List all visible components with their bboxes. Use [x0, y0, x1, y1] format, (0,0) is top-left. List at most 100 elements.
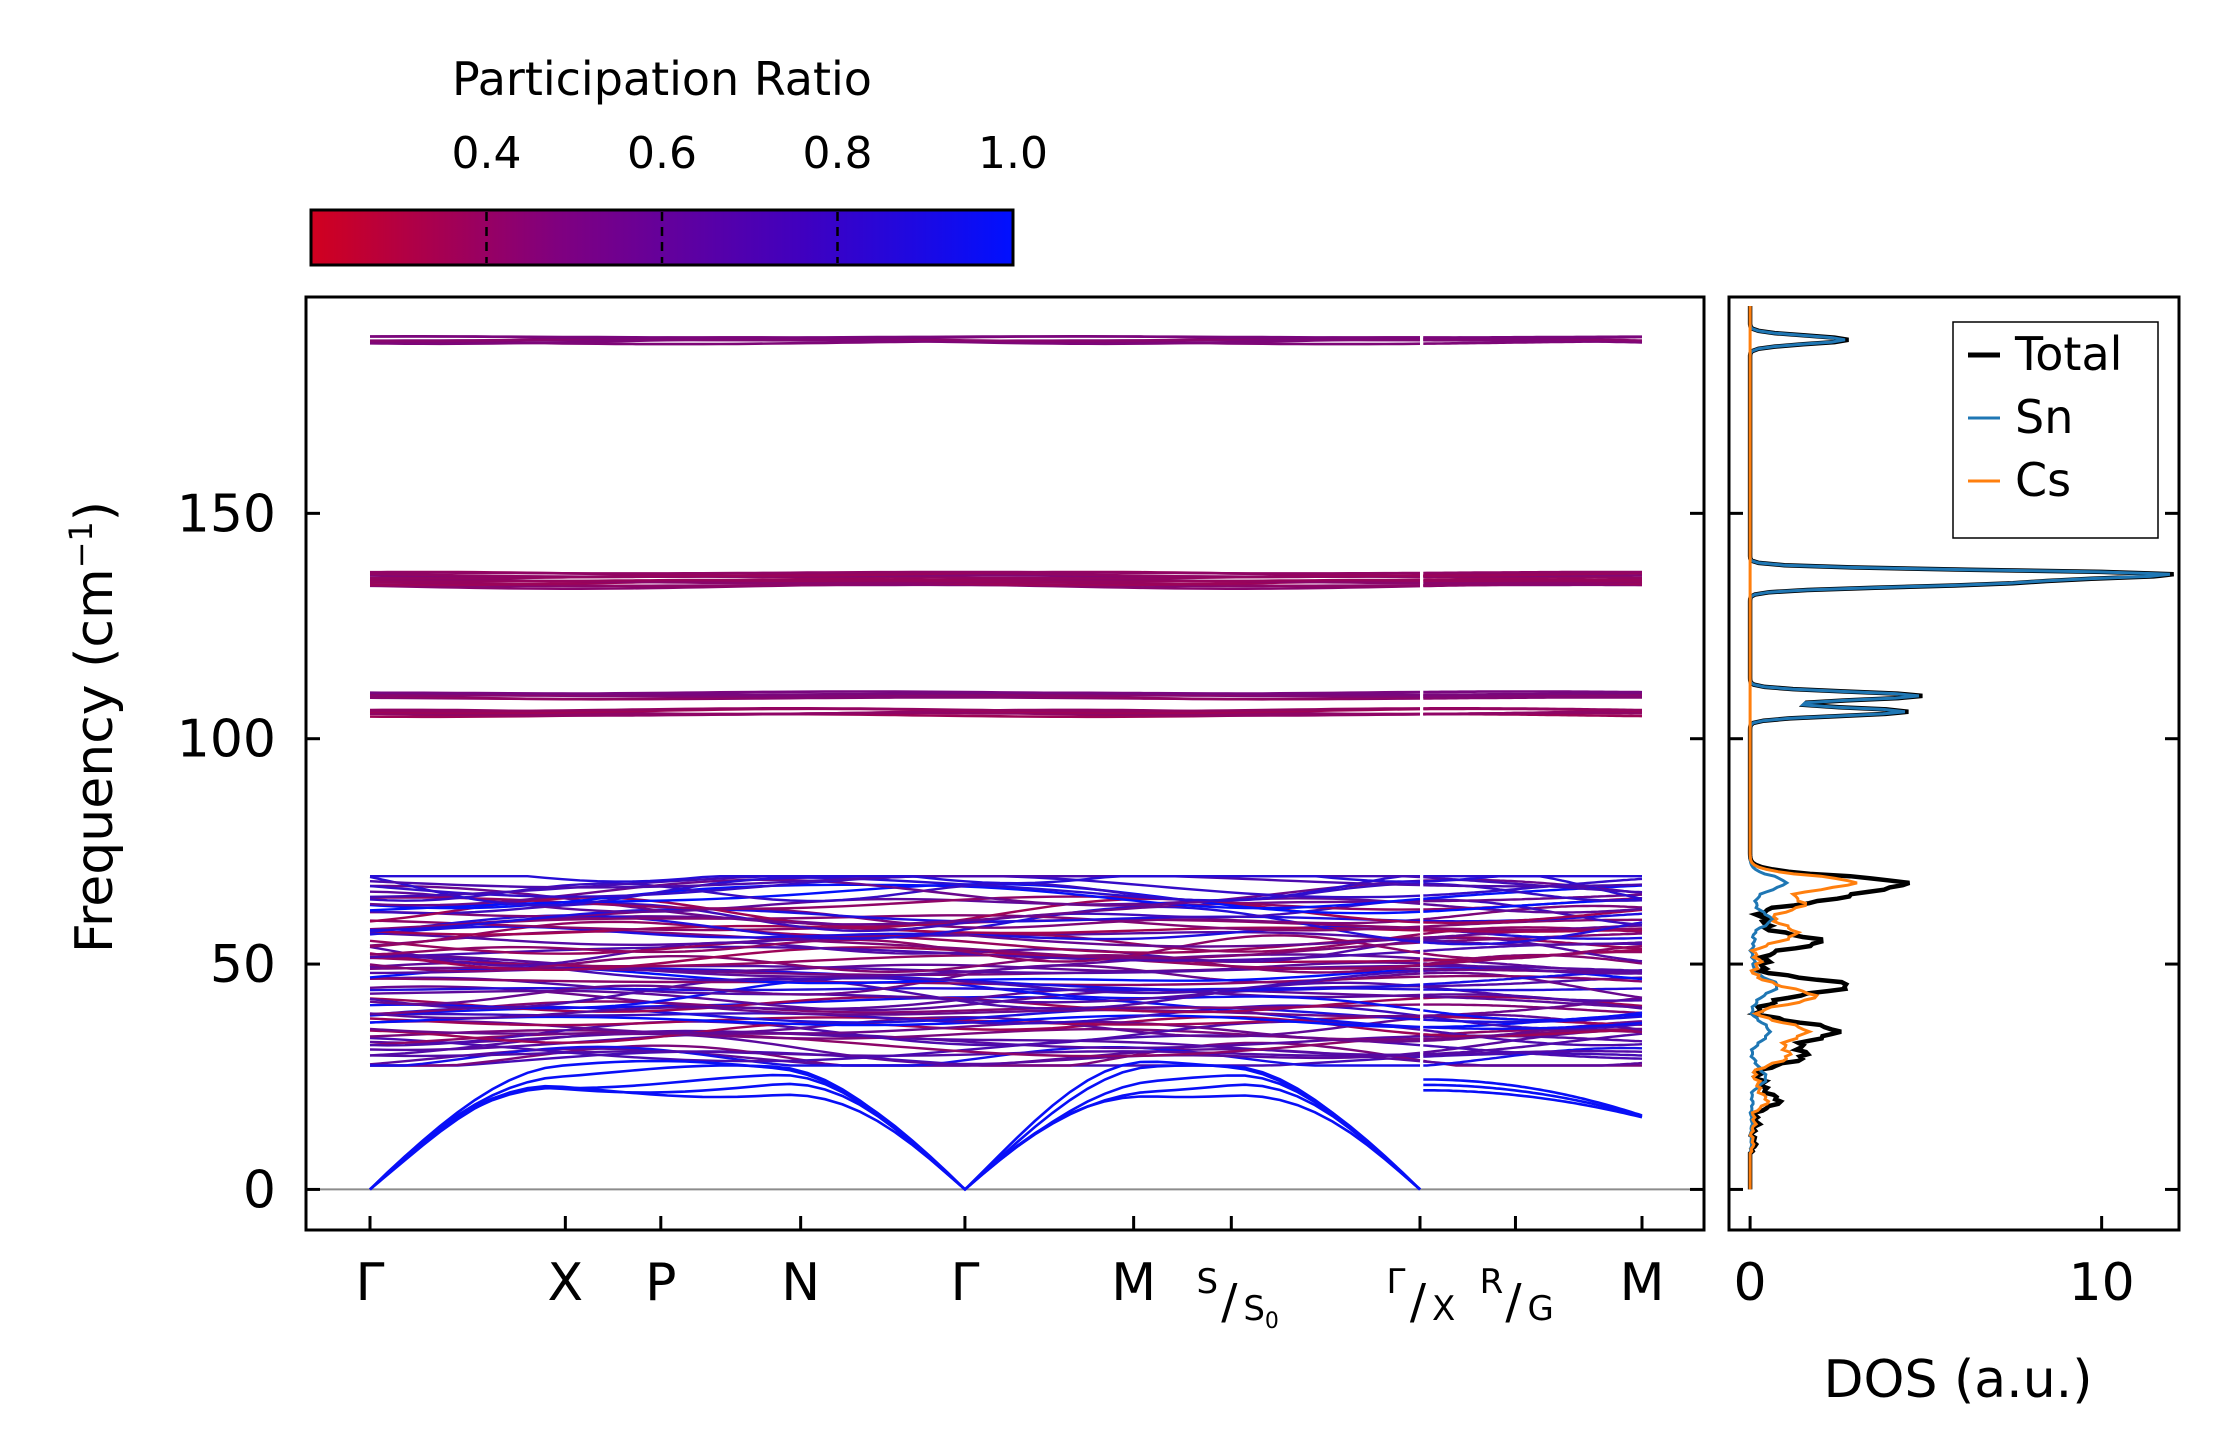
- band-line: [369, 945, 1421, 962]
- dispersion-frame: [304, 295, 1706, 1232]
- band-line: [369, 1014, 1421, 1029]
- band-line: [1423, 578, 1642, 583]
- dos-lines: [1746, 306, 2174, 1190]
- legend-label: Sn: [2015, 390, 2073, 444]
- band-line: [1423, 1060, 1643, 1067]
- dos-x-tick-label: 10: [2069, 1253, 2135, 1313]
- band-line: [1423, 877, 1643, 897]
- band-line: [1423, 691, 1642, 696]
- band-line: [369, 938, 1421, 967]
- band-line: [1423, 893, 1643, 903]
- band-line: [369, 934, 1421, 963]
- acoustic-branch: [369, 1059, 1421, 1192]
- colorbar-tick-label: 1.0: [978, 128, 1048, 179]
- k-point-label: R: [1480, 1262, 1504, 1302]
- y-tick-label: 50: [210, 935, 276, 995]
- band-line: [1423, 902, 1643, 914]
- y-tick-label: 0: [243, 1160, 276, 1220]
- k-point-label: Γ: [356, 1253, 385, 1313]
- k-point-slash: /: [1221, 1274, 1238, 1330]
- band-line: [1423, 987, 1642, 992]
- k-point-label: Γ: [1387, 1262, 1406, 1302]
- band-line: [1423, 921, 1643, 946]
- acoustic-branch: [369, 1084, 1421, 1192]
- k-point-label: X: [548, 1253, 584, 1313]
- band-line: [369, 1020, 1421, 1043]
- band-line: [1423, 1032, 1643, 1056]
- band-line: [369, 706, 1421, 713]
- colorbar-tick-label: 0.6: [627, 128, 697, 179]
- colorbar-ticks: 0.4 0.6 0.8 1.0: [452, 128, 1048, 263]
- band-line: [1423, 1049, 1643, 1057]
- band-line: [1423, 1015, 1643, 1024]
- band-line: [1423, 908, 1643, 924]
- band-line: [369, 896, 1421, 929]
- k-point-label: Γ: [950, 1253, 979, 1313]
- acoustic-branch: [1423, 1089, 1643, 1119]
- dos-panel: 0 10 DOS (a.u.) Total Sn Cs: [1727, 295, 2181, 1410]
- legend: Total Sn Cs: [1952, 321, 2159, 539]
- colorbar: Participation Ratio 0.4 0.6 0.8 1.0: [309, 52, 1048, 267]
- dos-series-cs: [1748, 306, 1858, 1190]
- k-point-sublabel: S0: [1243, 1289, 1279, 1334]
- colorbar-tick-label: 0.8: [803, 128, 873, 179]
- y-tick-label: 100: [177, 710, 276, 770]
- band-line: [1423, 690, 1643, 694]
- band-line: [1423, 1003, 1643, 1015]
- band-line: [1423, 1044, 1643, 1060]
- acoustic-branch: [1423, 1078, 1643, 1117]
- band-line: [369, 1027, 1421, 1041]
- k-point-sublabel: X: [1432, 1289, 1455, 1329]
- k-point-fraction-label: Γ / X: [1387, 1262, 1456, 1330]
- band-line: [1423, 1027, 1642, 1040]
- k-point-sublabel: G: [1527, 1289, 1553, 1329]
- band-line: [1423, 884, 1643, 900]
- band-line: [1423, 1028, 1642, 1038]
- band-line: [1423, 571, 1642, 578]
- band-line: [1423, 706, 1643, 712]
- band-line: [370, 875, 1421, 885]
- band-line: [1423, 939, 1643, 946]
- k-point-fraction-label: R / G: [1480, 1262, 1554, 1330]
- band-line: [369, 690, 1421, 696]
- band-line: [1423, 335, 1642, 339]
- band-line: [369, 964, 1421, 1006]
- band-line: [369, 570, 1421, 575]
- band-line: [1423, 971, 1643, 999]
- x-axis-label: DOS (a.u.): [1824, 1350, 2093, 1410]
- colorbar-title: Participation Ratio: [452, 52, 872, 106]
- k-point-label: S: [1197, 1262, 1219, 1302]
- band-line: [369, 875, 1420, 907]
- band-line: [370, 907, 1421, 929]
- k-point-label: N: [781, 1253, 820, 1313]
- band-line: [1423, 1009, 1643, 1022]
- band-line: [369, 914, 1421, 932]
- k-point-label: M: [1620, 1253, 1665, 1313]
- band-line: [1423, 1021, 1643, 1031]
- colorbar-tick-label: 0.4: [452, 128, 522, 179]
- band-line: [1423, 995, 1643, 1009]
- k-point-label: M: [1111, 1253, 1156, 1313]
- band-line: [369, 578, 1421, 584]
- y-axis-label: Frequency (cm−1): [62, 501, 125, 953]
- band-line: [1423, 964, 1643, 972]
- k-point-slash: /: [1410, 1274, 1427, 1330]
- legend-label: Cs: [2015, 453, 2071, 507]
- band-line: [1423, 944, 1643, 960]
- band-lines: [306, 334, 1704, 1192]
- band-line: [369, 883, 1421, 910]
- band-line: [370, 1045, 1420, 1067]
- band-line: [1423, 883, 1643, 888]
- band-line: [369, 895, 1421, 911]
- dos-frame: [1727, 295, 2181, 1232]
- dos-axes: 0 10: [1729, 511, 2179, 1313]
- band-line: [369, 1000, 1421, 1016]
- legend-label: Total: [2014, 327, 2122, 381]
- band-line: [1423, 1028, 1643, 1047]
- band-line: [1423, 570, 1642, 575]
- acoustic-branch: [1423, 1083, 1643, 1118]
- k-point-slash: /: [1505, 1274, 1522, 1330]
